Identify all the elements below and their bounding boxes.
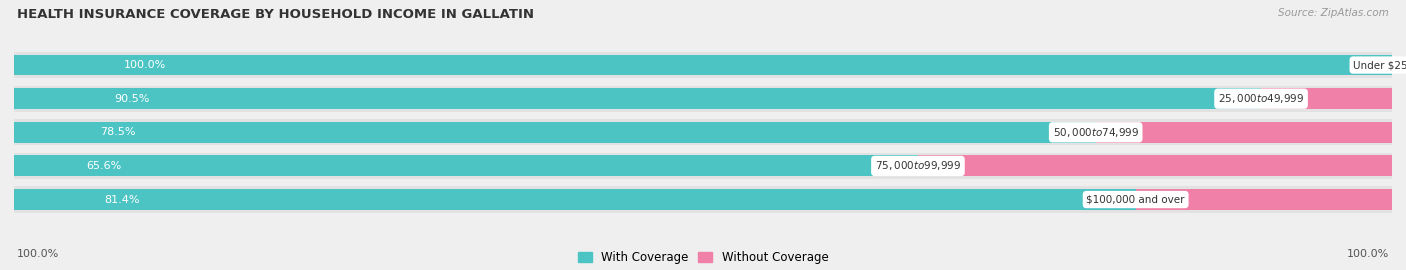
Text: 78.5%: 78.5% xyxy=(101,127,136,137)
Legend: With Coverage, Without Coverage: With Coverage, Without Coverage xyxy=(578,251,828,264)
Bar xyxy=(1261,88,1392,109)
Text: Source: ZipAtlas.com: Source: ZipAtlas.com xyxy=(1278,8,1389,18)
Bar xyxy=(14,86,1392,112)
Text: 90.5%: 90.5% xyxy=(114,94,149,104)
Bar xyxy=(14,55,1392,76)
Bar xyxy=(14,122,1095,143)
Bar xyxy=(14,156,918,176)
Text: 100.0%: 100.0% xyxy=(17,249,59,259)
Bar xyxy=(918,156,1392,176)
Text: Under $25,000: Under $25,000 xyxy=(1353,60,1406,70)
Bar xyxy=(14,88,1261,109)
Text: $75,000 to $99,999: $75,000 to $99,999 xyxy=(875,159,962,173)
Bar xyxy=(14,153,1392,179)
Text: $25,000 to $49,999: $25,000 to $49,999 xyxy=(1218,92,1305,105)
Bar xyxy=(14,52,1392,78)
Bar xyxy=(1136,189,1392,210)
Text: 100.0%: 100.0% xyxy=(1347,249,1389,259)
Text: $100,000 and over: $100,000 and over xyxy=(1087,195,1185,205)
Text: $50,000 to $74,999: $50,000 to $74,999 xyxy=(1053,126,1139,139)
Bar xyxy=(14,119,1392,146)
Text: HEALTH INSURANCE COVERAGE BY HOUSEHOLD INCOME IN GALLATIN: HEALTH INSURANCE COVERAGE BY HOUSEHOLD I… xyxy=(17,8,534,21)
Bar xyxy=(14,186,1392,213)
Bar xyxy=(14,189,1136,210)
Bar xyxy=(1095,122,1392,143)
Text: 65.6%: 65.6% xyxy=(86,161,122,171)
Text: 81.4%: 81.4% xyxy=(104,195,139,205)
Text: 100.0%: 100.0% xyxy=(124,60,166,70)
